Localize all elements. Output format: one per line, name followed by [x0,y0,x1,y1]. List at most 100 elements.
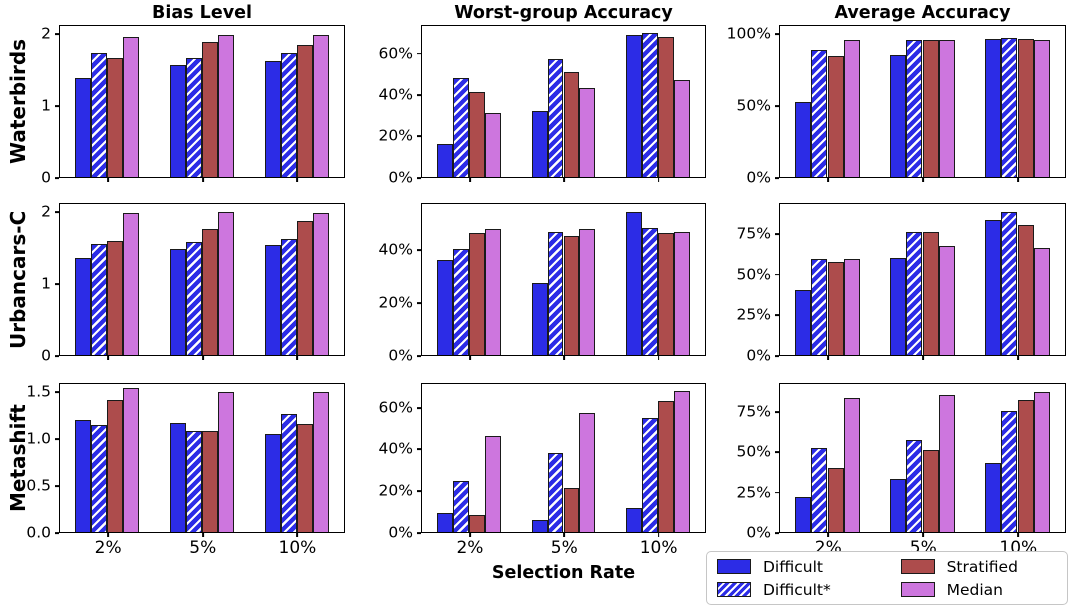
bar-median-5 [938,40,955,177]
bar-difficult-2 [91,243,108,355]
x-tick-label: 10% [639,538,678,558]
x-tick-mark [1017,533,1020,537]
bar-difficult-2 [453,77,470,177]
y-tick-label: 0 [41,168,51,187]
y-tick-label: 40% [378,240,413,259]
bar-difficult-2 [811,447,828,532]
y-tick-label: 1.0 [26,429,51,448]
y-tick-mark [55,438,59,441]
x-tick-mark [563,533,566,537]
bar-stratified-5 [563,71,580,177]
bar-median-10 [1033,247,1050,355]
bar-difficult-2 [811,259,828,355]
bar-median-10 [312,391,329,532]
bar-difficult-5 [169,248,186,355]
x-tick-mark [922,533,925,537]
y-tick-mark [775,451,779,454]
legend-label: Difficult [763,557,823,576]
legend-label: Median [946,580,1003,599]
x-tick-mark [922,356,925,360]
bar-difficult-5 [169,423,186,532]
bar-stratified-10 [657,37,674,177]
bar-stratified-5 [922,231,939,355]
bar-difficult-10 [1001,411,1018,532]
bar-stratified-10 [296,44,313,177]
y-tick-label: 75% [736,224,771,243]
legend-item-difficult-star: Difficult* [717,581,901,599]
plot-area [421,25,706,178]
bar-median-10 [312,35,329,177]
bar-difficult-10 [985,220,1002,355]
plot-area [421,383,706,533]
bar-difficult-2 [811,50,828,177]
bar-median-5 [938,246,955,355]
col-title-average-accuracy: Average Accuracy [834,3,1011,23]
bar-difficult-2 [75,419,92,532]
bar-median-10 [312,212,329,355]
bar-difficult-10 [625,508,642,532]
legend-item-stratified: Stratified [900,557,1057,576]
y-tick-mark [417,135,421,138]
bar-median-2 [485,436,502,532]
bar-difficult-5 [185,57,202,177]
bar-difficult-10 [1001,212,1018,355]
bar-difficult-2 [437,259,454,355]
bar-median-10 [673,391,690,532]
plot-area [59,383,345,533]
bar-difficult-10 [264,245,281,355]
x-tick-mark [107,533,110,537]
bar-median-10 [673,79,690,177]
bar-median-5 [579,88,596,177]
bar-difficult-2 [75,257,92,355]
y-tick-label: 2 [41,24,51,43]
bar-difficult-2 [795,497,812,532]
y-tick-label: 1 [41,274,51,293]
subplot-urbancars-c-average-accuracy: 0% 25% 50% 75% [737,203,1066,363]
x-tick-mark [827,356,830,360]
y-tick-label: 0% [746,523,771,542]
bar-difficult-5 [531,283,548,355]
y-tick-label: 0.0 [26,523,51,542]
bar-stratified-10 [1017,400,1034,532]
subplot-waterbirds-bias-level: 0 1 2 [41,25,345,185]
plot-area [779,383,1066,533]
x-tick-mark [1017,178,1020,182]
row-label-urbancars-c: Urbancars-C [6,210,30,349]
y-tick-label: 0% [746,346,771,365]
subplot-waterbirds-average-accuracy: 0% 50% 100% [727,25,1066,185]
y-tick-mark [55,282,59,285]
bar-median-2 [485,112,502,177]
bar-stratified-5 [563,235,580,355]
bar-difficult-10 [280,413,297,532]
y-tick-label: 1 [41,96,51,115]
legend-label: Stratified [946,557,1018,576]
subplot-urbancars-c-bias-level: 0 1 2 [41,203,345,363]
x-tick-mark [922,178,925,182]
bar-difficult-5 [906,40,923,177]
y-tick-label: 0 [41,346,51,365]
bar-median-10 [1033,39,1050,177]
x-tick-mark [563,178,566,182]
y-tick-mark [417,176,421,179]
y-tick-mark [417,448,421,451]
y-tick-mark [55,33,59,35]
x-tick-mark [827,178,830,182]
y-tick-mark [55,211,59,213]
bar-median-5 [579,229,596,355]
plot-area [421,203,706,356]
y-tick-label: 2 [41,202,51,221]
y-tick-label: 0.5 [26,476,51,495]
bar-median-10 [673,231,690,355]
bar-difficult-10 [1001,38,1018,177]
bar-difficult-2 [75,77,92,177]
x-tick-mark [657,533,660,537]
x-tick-mark [657,356,660,360]
plot-area [59,25,345,178]
y-tick-label: 0% [388,168,413,187]
x-tick-mark [469,178,471,182]
stratified-swatch-icon [900,559,935,574]
subplot-waterbirds-worst-group-accuracy: 0% 20% 40% 60% [379,25,706,185]
bar-difficult-2 [437,143,454,177]
bar-difficult-10 [641,227,658,355]
